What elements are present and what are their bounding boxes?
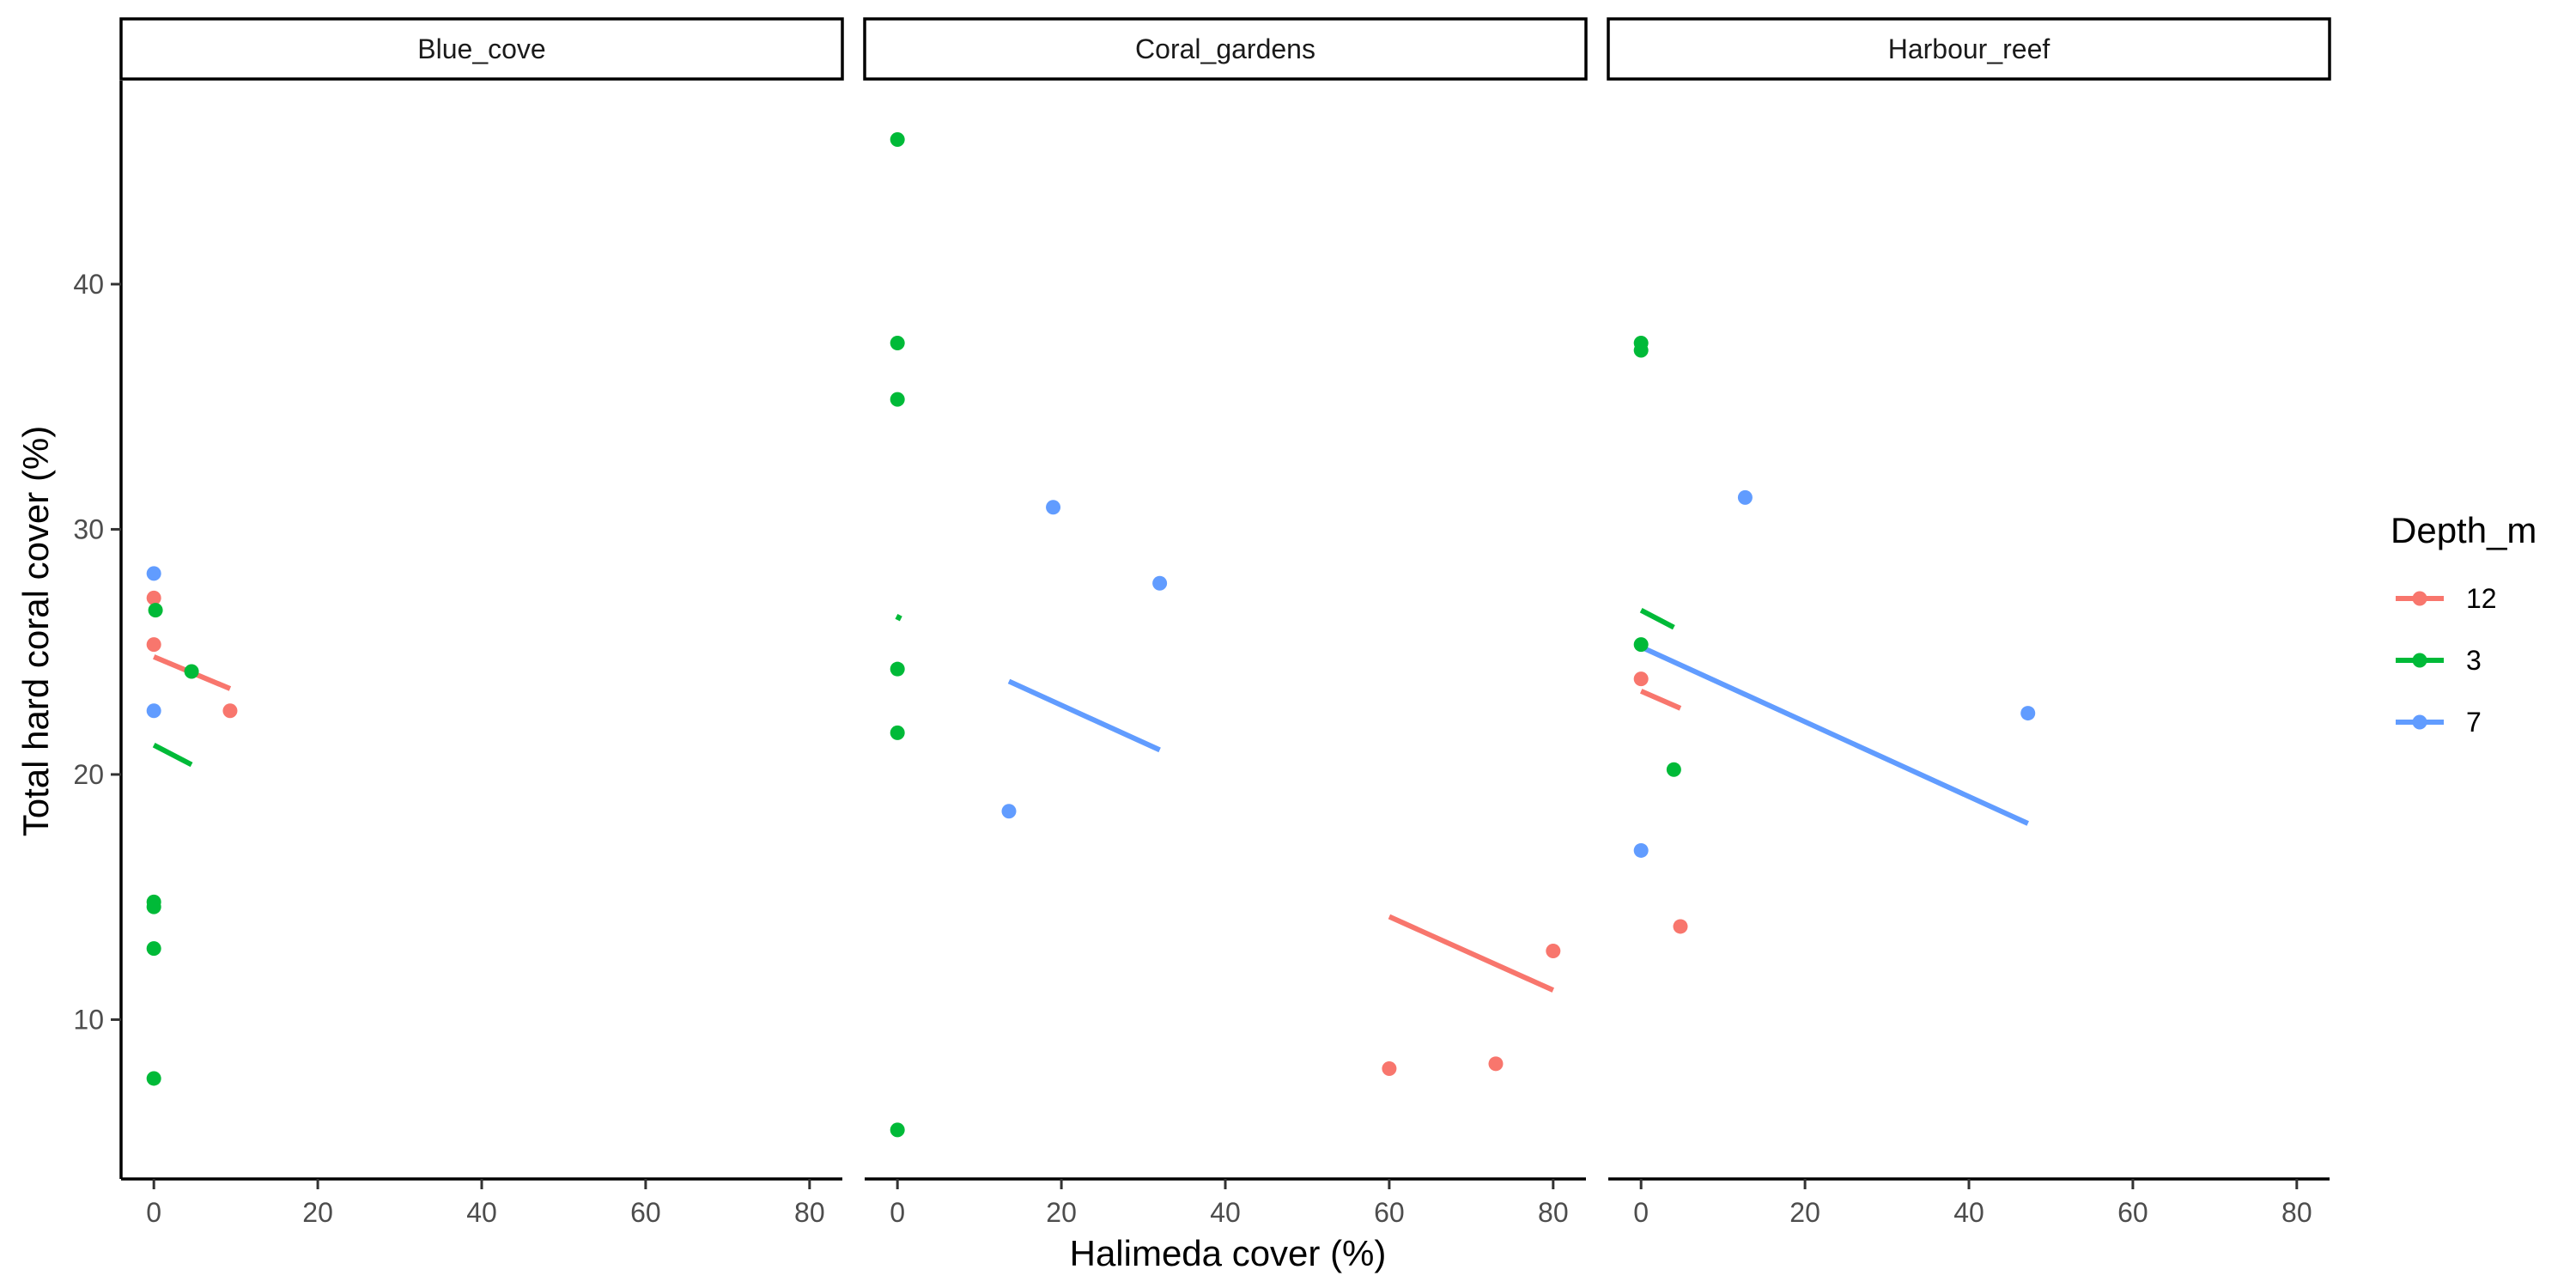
y-tick-label: 10 xyxy=(73,1004,104,1035)
y-tick-label: 20 xyxy=(73,759,104,790)
legend-item-depth-3: 3 xyxy=(2396,645,2482,676)
point-depth-3 xyxy=(1633,637,1649,653)
point-depth-3 xyxy=(890,392,905,407)
fit-line-depth-3 xyxy=(152,743,193,768)
x-tick-label: 20 xyxy=(1046,1197,1077,1228)
point-depth-3 xyxy=(146,1071,161,1086)
facet-strip-label: Coral_gardens xyxy=(1135,33,1315,64)
point-depth-7 xyxy=(146,703,161,719)
x-tick-label: 60 xyxy=(630,1197,661,1228)
x-tick-label: 0 xyxy=(1633,1197,1649,1228)
point-depth-7 xyxy=(1737,489,1753,505)
point-depth-3 xyxy=(890,335,905,350)
x-tick-label: 80 xyxy=(1538,1197,1569,1228)
point-depth-12 xyxy=(222,703,238,719)
point-depth-3 xyxy=(1633,343,1649,358)
panel-blue-cove: Blue_cove 0 20 40 60 80 xyxy=(119,17,844,1228)
point-depth-7 xyxy=(1001,804,1017,819)
y-axis-title: Total hard coral cover (%) xyxy=(15,426,56,837)
point-depth-7 xyxy=(1046,500,1061,515)
x-tick-label: 0 xyxy=(146,1197,161,1228)
x-tick-label: 80 xyxy=(794,1197,825,1228)
point-depth-3 xyxy=(890,661,905,677)
point-depth-3 xyxy=(146,899,161,914)
facet-strip-label: Harbour_reef xyxy=(1888,33,2050,64)
point-depth-3 xyxy=(148,603,163,618)
x-tick-label: 60 xyxy=(2117,1197,2148,1228)
point-depth-7 xyxy=(2020,706,2036,721)
legend-label: 3 xyxy=(2466,645,2482,676)
x-tick-label: 40 xyxy=(1953,1197,1984,1228)
x-tick-label: 40 xyxy=(1210,1197,1241,1228)
point-depth-12 xyxy=(1382,1061,1397,1077)
panels: Blue_cove 0 20 40 60 80 Coral_gardens 0 20 40 60 80… xyxy=(119,17,2331,1228)
legend-key-point xyxy=(2412,653,2427,668)
point-depth-3 xyxy=(890,132,905,148)
y-tick-label: 40 xyxy=(73,269,104,300)
point-depth-12 xyxy=(1546,943,1561,958)
point-depth-3 xyxy=(890,1122,905,1138)
point-depth-3 xyxy=(1666,762,1681,777)
x-tick-label: 20 xyxy=(302,1197,333,1228)
panel-coral-gardens: Coral_gardens 0 20 40 60 80 xyxy=(863,17,1588,1228)
point-depth-7 xyxy=(1633,842,1649,858)
facet-strip xyxy=(1607,17,2331,81)
fit-line-depth-7 xyxy=(1639,644,2029,826)
point-depth-3 xyxy=(146,941,161,957)
legend-label: 12 xyxy=(2466,583,2497,614)
point-depth-12 xyxy=(1673,919,1688,934)
point-depth-12 xyxy=(1633,671,1649,687)
x-axis-title: Halimeda cover (%) xyxy=(1070,1233,1387,1273)
point-depth-3 xyxy=(890,725,905,740)
facet-strip xyxy=(119,17,844,81)
point-depth-3 xyxy=(184,664,199,679)
facet-strip-label: Blue_cove xyxy=(417,33,545,64)
point-depth-12 xyxy=(146,637,161,653)
fit-line-depth-3 xyxy=(895,614,902,622)
point-depth-12 xyxy=(146,590,161,605)
fit-line-depth-12 xyxy=(1388,914,1555,993)
y-axis: 10 20 30 40 xyxy=(73,81,123,1179)
panel-harbour-reef: Harbour_reef 0 20 40 60 80 xyxy=(1607,17,2331,1228)
legend-title: Depth_m xyxy=(2391,510,2537,550)
legend-item-depth-7: 7 xyxy=(2396,707,2482,738)
x-tick-label: 20 xyxy=(1789,1197,1820,1228)
fit-line-depth-3 xyxy=(1639,608,1675,630)
point-depth-7 xyxy=(146,566,161,581)
legend-key-point xyxy=(2412,714,2427,730)
point-depth-12 xyxy=(1488,1056,1504,1072)
fit-line-depth-7 xyxy=(1007,678,1161,753)
legend: Depth_m 12 3 7 xyxy=(2391,510,2537,738)
x-tick-label: 60 xyxy=(1374,1197,1405,1228)
point-depth-7 xyxy=(1152,575,1168,591)
legend-item-depth-12: 12 xyxy=(2396,583,2497,614)
y-tick-label: 30 xyxy=(73,513,104,544)
facet-strip xyxy=(863,17,1588,81)
fit-line-depth-12 xyxy=(1639,689,1682,711)
x-tick-label: 0 xyxy=(890,1197,905,1228)
x-tick-label: 40 xyxy=(466,1197,497,1228)
legend-label: 7 xyxy=(2466,707,2482,738)
x-tick-label: 80 xyxy=(2281,1197,2312,1228)
legend-key-point xyxy=(2412,591,2427,606)
